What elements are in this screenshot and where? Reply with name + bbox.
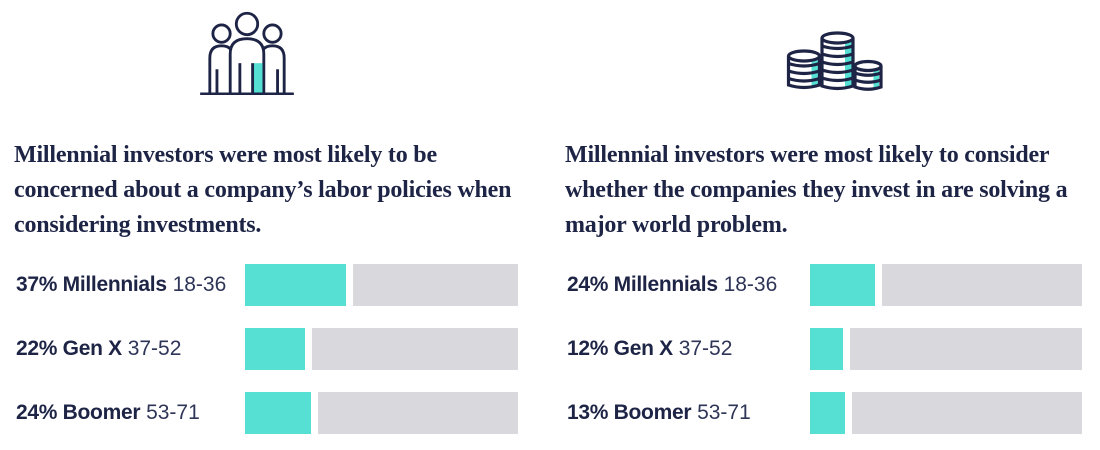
row-label-age-range: 18-36 — [172, 273, 227, 296]
bar-track — [245, 392, 518, 434]
row-label-age-range: 53-71 — [697, 401, 751, 424]
coin-stacks-icon — [781, 17, 885, 97]
row-label: 12% Gen X 37-52 — [567, 328, 732, 370]
panel-labor-policies: Millennial investors were most likely to… — [14, 0, 520, 450]
row-label-percent-group: 22% Gen X — [16, 337, 122, 360]
row-label-percent-group: 12% Gen X — [567, 337, 673, 360]
chart-row: 22% Gen X 37-52 — [14, 328, 520, 370]
row-label-age-range: 37-52 — [678, 337, 733, 360]
chart-row: 13% Boomer 53-71 — [565, 392, 1085, 434]
panel-world-problem: Millennial investors were most likely to… — [565, 0, 1085, 450]
row-label-age-range: 53-71 — [146, 401, 200, 424]
row-label-percent-group: 24% Boomer — [16, 401, 141, 424]
people-group-icon — [192, 10, 302, 98]
bar-track — [245, 328, 518, 370]
bar-fill — [810, 264, 876, 306]
row-label-percent-group: 24% Millennials — [567, 273, 718, 296]
row-label: 22% Gen X 37-52 — [16, 328, 181, 370]
chart-row: 12% Gen X 37-52 — [565, 328, 1085, 370]
row-label: 13% Boomer 53-71 — [567, 392, 751, 434]
bar-track — [245, 264, 518, 306]
bar-fill — [245, 392, 311, 434]
bar-remainder — [852, 392, 1082, 434]
chart-row: 24% Millennials 18-36 — [565, 264, 1085, 306]
bar-track — [810, 328, 1082, 370]
chart-row: 24% Boomer 53-71 — [14, 392, 520, 434]
bar-fill — [810, 328, 843, 370]
bar-fill — [810, 392, 846, 434]
bar-remainder — [849, 328, 1082, 370]
bar-remainder — [312, 328, 518, 370]
bar-track — [810, 264, 1082, 306]
panel-description: Millennial investors were most likely to… — [14, 142, 512, 238]
row-label-age-range: 37-52 — [127, 337, 182, 360]
bar-remainder — [353, 264, 518, 306]
bar-fill — [245, 264, 346, 306]
bar-remainder — [317, 392, 518, 434]
row-label-age-range: 18-36 — [723, 273, 778, 296]
bar-track — [810, 392, 1082, 434]
chart-row: 37% Millennials 18-36 — [14, 264, 520, 306]
bar-fill — [245, 328, 306, 370]
row-label-percent-group: 37% Millennials — [16, 273, 167, 296]
row-label: 37% Millennials 18-36 — [16, 264, 226, 306]
row-label: 24% Millennials 18-36 — [567, 264, 777, 306]
row-label-percent-group: 13% Boomer — [567, 401, 692, 424]
panel-description: Millennial investors were most likely to… — [565, 142, 1068, 238]
row-label: 24% Boomer 53-71 — [16, 392, 200, 434]
bar-remainder — [882, 264, 1082, 306]
